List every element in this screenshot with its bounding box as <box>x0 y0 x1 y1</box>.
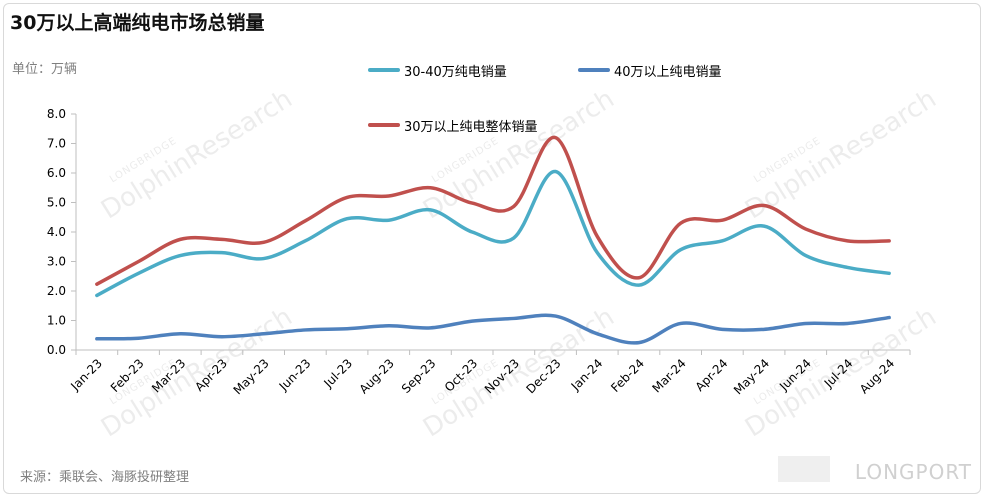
x-tick-label: Apr-23 <box>192 356 230 394</box>
legend-swatch-series-2 <box>368 123 400 127</box>
source-label: 来源：乘联会、海豚投研整理 <box>20 470 190 485</box>
x-tick-label: Feb-23 <box>108 356 147 395</box>
x-tick-label: Sep-23 <box>399 356 439 396</box>
legend-label-series-2: 30万以上纯电整体销量 <box>404 120 538 135</box>
x-tick-label: Jan-24 <box>568 356 606 394</box>
x-tick-label: Mar-24 <box>650 356 689 395</box>
x-tick-label: Jul-23 <box>320 356 355 391</box>
y-tick-label: 5.0 <box>47 196 66 210</box>
x-tick-label: Feb-24 <box>608 356 647 395</box>
y-tick-label: 8.0 <box>47 107 66 121</box>
legend-swatch-series-1 <box>578 68 610 72</box>
x-tick-label: May-23 <box>231 356 272 397</box>
y-tick-label: 7.0 <box>47 137 66 151</box>
x-tick-label: May-24 <box>731 356 772 397</box>
y-tick-label: 1.0 <box>47 314 66 328</box>
chart-title: 30万以上高端纯电市场总销量 <box>10 12 265 34</box>
x-tick-label: Mar-23 <box>149 356 188 395</box>
brand-logo-text: LONGPORT <box>854 460 972 484</box>
series-line-2 <box>95 135 891 286</box>
brand-logo-mark <box>778 456 830 482</box>
legend-label-series-1: 40万以上纯电销量 <box>614 65 722 80</box>
x-tick-label: Aug-24 <box>857 356 897 396</box>
x-tick-label: Dec-23 <box>523 356 563 396</box>
x-tick-label: Aug-23 <box>357 356 397 396</box>
series-line-1 <box>95 313 891 345</box>
x-tick-label: Jul-24 <box>821 356 856 391</box>
x-tick-label: Apr-24 <box>693 356 731 394</box>
series-line-0 <box>95 169 891 298</box>
x-tick-label: Jan-23 <box>67 356 105 394</box>
y-tick-label: 6.0 <box>47 166 66 180</box>
y-tick-label: 0.0 <box>47 343 66 357</box>
x-tick-label: Nov-23 <box>482 356 522 396</box>
x-tick-label: Jun-24 <box>776 356 814 394</box>
x-tick-label: Oct-23 <box>442 356 480 394</box>
legend-label-series-0: 30-40万纯电销量 <box>404 65 507 80</box>
legend-swatch-series-0 <box>368 68 400 72</box>
x-tick-label: Jun-23 <box>276 356 314 394</box>
y-tick-label: 2.0 <box>47 284 66 298</box>
chart-frame <box>3 3 981 494</box>
y-tick-label: 4.0 <box>47 225 66 239</box>
unit-label: 单位：万辆 <box>12 62 78 77</box>
y-tick-label: 3.0 <box>47 255 66 269</box>
